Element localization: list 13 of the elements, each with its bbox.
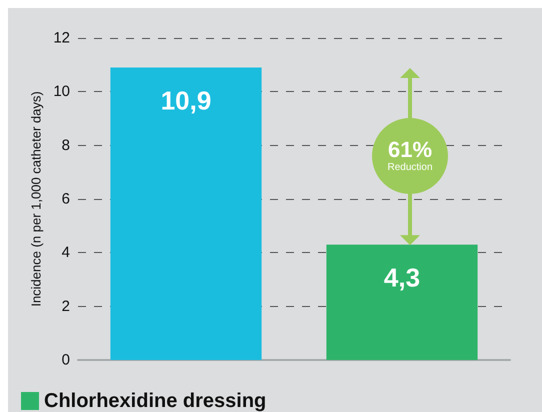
y-tick-label: 4 [62, 244, 70, 262]
y-tick-label: 8 [62, 136, 70, 154]
y-axis-title: Incidence (n per 1,000 catheter days) [28, 91, 44, 307]
annotation: Reduction [387, 162, 433, 174]
y-tick-label: 0 [62, 352, 70, 368]
legend-label: Chlorhexidine dressing [44, 390, 266, 412]
y-tick-label: 12 [53, 30, 70, 46]
y-tick-label: 6 [62, 190, 70, 208]
y-tick-label: 2 [62, 298, 70, 315]
data-label: 4,3 [384, 262, 420, 293]
data-label: 10,9 [160, 86, 212, 116]
annotation: 61% [388, 137, 432, 162]
y-tick-label: 10 [53, 83, 70, 100]
